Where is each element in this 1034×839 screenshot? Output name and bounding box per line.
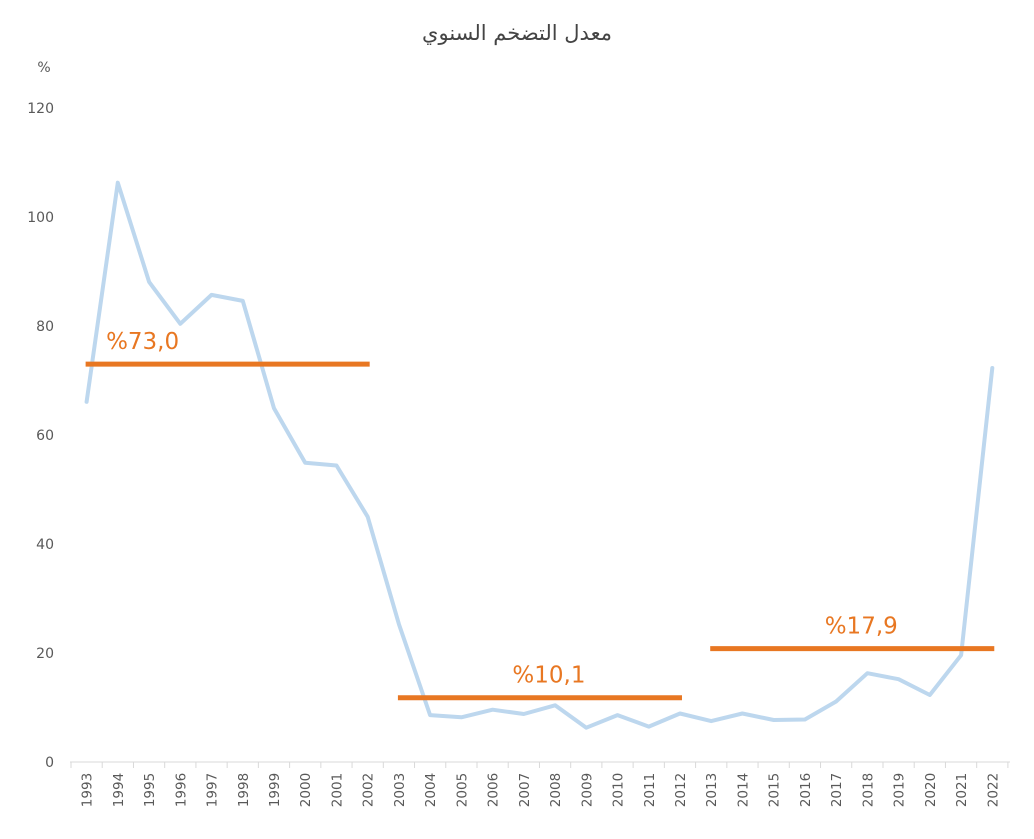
x-tick-label: 2003: [392, 773, 408, 807]
x-tick-label: 2011: [642, 773, 658, 807]
x-tick-label: 2015: [767, 773, 783, 807]
x-tick-label: 2012: [673, 773, 689, 807]
x-tick-label: 2020: [923, 773, 939, 807]
y-tick-label: 80: [36, 319, 54, 335]
x-tick-label: 2007: [517, 773, 533, 807]
period-averages: %73,0 %10,1 %17,9: [85, 329, 995, 701]
x-tick-label: 2001: [329, 773, 345, 807]
x-tick-label: 1998: [236, 773, 252, 807]
x-tick-label: 2008: [548, 773, 564, 807]
x-tick-label: 2019: [892, 773, 908, 807]
x-tick-label: 1999: [267, 773, 283, 807]
x-tick-label: 2002: [361, 773, 377, 807]
chart-title: معدل التضخم السنوي: [422, 21, 612, 46]
x-tick-label: 2006: [486, 773, 502, 807]
x-tick-label: 2022: [985, 773, 1001, 807]
x-tick-label: 1996: [173, 773, 189, 807]
x-tick-label: 2004: [423, 773, 439, 807]
y-tick-label: 100: [27, 210, 54, 226]
x-tick-label: 2005: [454, 773, 470, 807]
x-tick-label: 2018: [860, 773, 876, 807]
x-tick-label: 2017: [829, 773, 845, 807]
y-tick-label: 20: [36, 646, 54, 662]
x-tick-label: 2014: [735, 773, 751, 807]
y-axis-unit-label: %: [37, 60, 50, 76]
x-tick-label: 1993: [80, 773, 96, 807]
x-tick-label: 2000: [298, 773, 314, 807]
x-tick-label: 2009: [579, 773, 595, 807]
x-tick-label: 2013: [704, 773, 720, 807]
y-tick-label: 40: [36, 537, 54, 553]
inflation-series: [84, 180, 995, 730]
average-label: %73,0: [106, 329, 179, 355]
y-tick-label: 0: [45, 755, 54, 771]
average-label: %17,9: [825, 614, 898, 640]
x-tick-label: 1994: [111, 773, 127, 807]
x-tick-label: 1995: [142, 773, 158, 807]
x-tick-label: 1997: [205, 773, 221, 807]
y-axis-ticks: 0 20 40 60 80 100 120: [27, 101, 54, 771]
x-axis-ticks: 1993 1994 1995 1996 1997 1998 1999 2000 2001 2002…: [70, 762, 1009, 807]
x-tick-label: 2021: [954, 773, 970, 807]
series-line: [84, 180, 995, 730]
x-tick-label: 2016: [798, 773, 814, 807]
average-label: %10,1: [512, 663, 585, 689]
y-tick-label: 60: [36, 428, 54, 444]
x-tick-label: 2010: [611, 773, 627, 807]
y-tick-label: 120: [27, 101, 54, 117]
